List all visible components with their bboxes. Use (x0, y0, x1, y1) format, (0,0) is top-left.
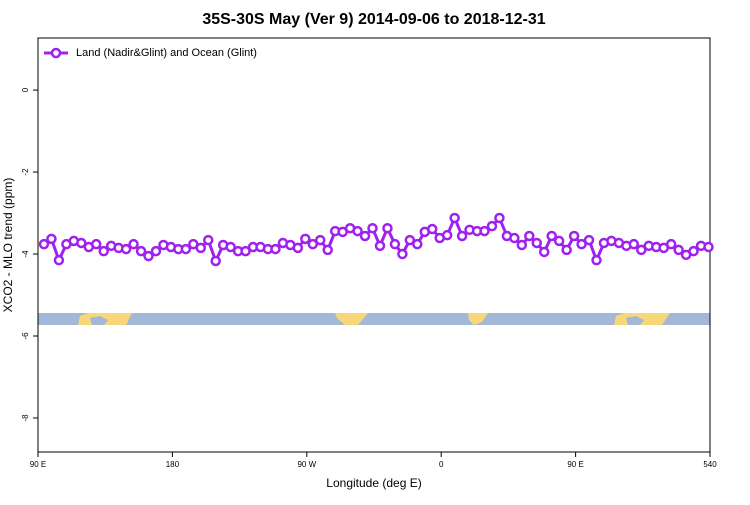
data-point (546, 230, 557, 242)
data-point (397, 248, 408, 260)
data-point (38, 238, 50, 250)
data-point (195, 242, 207, 254)
data-point (404, 234, 416, 246)
data-point (703, 241, 714, 253)
data-point (120, 243, 132, 255)
data-point (561, 244, 572, 256)
y-tick-label: -2 (21, 168, 30, 176)
data-point (314, 234, 326, 246)
data-point (307, 238, 319, 250)
y-tick-label: 0 (21, 87, 30, 92)
data-point (591, 254, 602, 266)
data-point (202, 234, 214, 246)
data-point (374, 240, 386, 252)
data-point (568, 230, 580, 242)
x-tick-label: 90 E (567, 460, 583, 469)
data-point (76, 237, 87, 249)
data-point (382, 222, 393, 234)
data-point (531, 237, 543, 249)
data-point (449, 212, 460, 224)
data-point (90, 238, 102, 250)
data-point (128, 238, 139, 250)
y-axis-label: XCO2 - MLO trend (ppm) (1, 178, 15, 313)
data-point (150, 245, 162, 257)
legend-label: Land (Nadir&Glint) and Ocean (Glint) (76, 47, 257, 59)
data-point (479, 225, 490, 237)
data-point (389, 238, 401, 250)
legend-marker (50, 47, 62, 59)
data-point (538, 246, 550, 258)
data-point (322, 244, 333, 256)
chart-title: 35S-30S May (Ver 9) 2014-09-06 to 2018-1… (202, 11, 545, 28)
data-point (359, 230, 371, 242)
data-point (583, 234, 595, 246)
data-point (292, 242, 304, 254)
data-point (688, 245, 699, 257)
data-point (352, 225, 363, 237)
data-point (524, 230, 535, 242)
data-point (516, 239, 528, 251)
y-tick-label: -4 (21, 250, 30, 258)
data-point (270, 243, 281, 255)
data-point (426, 223, 438, 235)
data-point (46, 233, 57, 245)
data-point (665, 238, 677, 250)
data-point (636, 244, 647, 256)
data-point (300, 233, 311, 245)
data-point (143, 250, 154, 262)
data-point (628, 238, 640, 250)
data-point (210, 255, 221, 267)
data-point (180, 243, 192, 255)
data-point (135, 245, 147, 257)
map-strip (38, 313, 710, 325)
x-tick-label: 540 (703, 460, 717, 469)
data-point (673, 244, 684, 256)
data-point (240, 245, 251, 257)
data-point (494, 212, 505, 224)
x-tick-label: 90 E (30, 460, 46, 469)
data-point (576, 238, 587, 250)
data-point (53, 254, 65, 266)
data-point (509, 232, 520, 244)
y-tick-label: -8 (21, 414, 30, 422)
x-tick-label: 0 (439, 460, 444, 469)
y-tick-label: -6 (21, 332, 30, 340)
data-point (367, 222, 378, 234)
data-point (441, 229, 453, 241)
data-point (553, 235, 565, 247)
data-point (412, 238, 423, 250)
data-point (486, 220, 498, 232)
data-point (456, 230, 468, 242)
data-point (98, 245, 109, 257)
x-axis-label: Longitude (deg E) (326, 476, 421, 490)
data-point (225, 241, 236, 253)
x-tick-label: 90 W (297, 460, 316, 469)
x-tick-label: 180 (166, 460, 180, 469)
